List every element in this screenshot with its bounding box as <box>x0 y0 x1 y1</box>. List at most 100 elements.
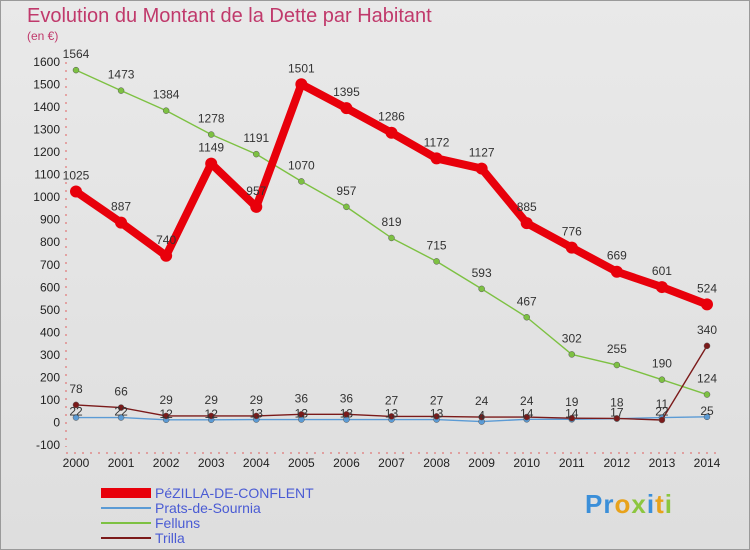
data-label: 13 <box>250 407 264 421</box>
x-tick-label: 2001 <box>108 456 135 470</box>
legend-label: Felluns <box>155 514 201 531</box>
data-label: 14 <box>520 406 534 420</box>
data-point <box>160 249 173 262</box>
y-tick-label: -100 <box>36 438 60 452</box>
data-label: 1172 <box>424 135 450 149</box>
data-label: 302 <box>562 331 582 345</box>
series-layer <box>70 66 713 425</box>
data-point <box>295 78 308 91</box>
x-tick-label: 2007 <box>378 456 405 470</box>
data-label: 467 <box>517 294 537 308</box>
data-point <box>117 87 125 94</box>
data-label: 885 <box>517 200 537 214</box>
data-point <box>610 265 623 278</box>
data-point <box>162 412 170 420</box>
data-point <box>478 285 485 293</box>
data-label: 17 <box>610 406 624 420</box>
y-tick-label: 600 <box>40 280 60 294</box>
legend-item-pezilla[interactable]: PéZILLA-DE-CONFLENT <box>101 484 314 501</box>
data-label: 340 <box>697 323 717 337</box>
data-label: 957 <box>246 184 266 198</box>
logo-letter: x <box>631 489 647 519</box>
data-point <box>430 152 443 165</box>
data-point <box>298 411 305 418</box>
legend-label: PéZILLA-DE-CONFLENT <box>155 484 314 501</box>
data-label: 1395 <box>333 85 360 99</box>
data-label: 1501 <box>288 61 315 75</box>
y-tick-label: 1200 <box>33 145 60 159</box>
data-point <box>207 131 215 138</box>
data-point <box>658 416 666 424</box>
legend-item-prats[interactable]: Prats-de-Sournia <box>101 500 314 516</box>
data-label: 1149 <box>198 141 224 155</box>
logo-letter: t <box>655 489 665 519</box>
data-label: 29 <box>159 393 173 407</box>
data-point <box>253 412 260 420</box>
y-tick-label: 1000 <box>33 190 60 204</box>
data-label: 13 <box>385 407 399 421</box>
data-point <box>568 351 576 358</box>
data-point <box>388 234 395 242</box>
data-label: 27 <box>430 393 444 407</box>
legend-item-trilla[interactable]: Trilla <box>101 529 314 546</box>
x-tick-label: 2010 <box>513 456 540 470</box>
proxiti-logo: Proxiti <box>585 489 673 520</box>
data-point <box>388 413 395 420</box>
y-tick-label: 200 <box>40 370 60 384</box>
data-point <box>72 66 80 74</box>
data-label: 593 <box>472 266 492 280</box>
data-point <box>250 200 263 213</box>
data-label: 124 <box>697 372 717 386</box>
data-labels-layer: 1564147313841278119110709578197155934673… <box>63 47 718 422</box>
data-label: 19 <box>565 395 579 409</box>
chart-unit-label: (en €) <box>27 29 59 43</box>
data-label: 24 <box>520 394 534 408</box>
data-label: 1286 <box>378 110 405 124</box>
data-label: 24 <box>475 394 489 408</box>
legend-item-felluns[interactable]: Felluns <box>101 514 314 531</box>
data-label: 957 <box>336 184 356 198</box>
data-label: 715 <box>427 238 447 252</box>
data-point <box>658 376 666 383</box>
y-tick-label: 500 <box>40 303 60 317</box>
y-tick-label: 800 <box>40 235 60 249</box>
data-point <box>343 203 350 211</box>
data-point <box>433 258 440 265</box>
x-tick-label: 2012 <box>604 456 631 470</box>
y-tick-label: 100 <box>40 393 60 407</box>
data-point <box>478 413 485 421</box>
data-label: 13 <box>295 407 309 421</box>
y-tick-label: 1400 <box>33 100 60 114</box>
data-label: 13 <box>430 407 444 421</box>
logo-letter: i <box>646 489 656 519</box>
data-label: 1127 <box>469 146 495 160</box>
data-point <box>385 126 398 139</box>
data-label: 29 <box>205 393 219 407</box>
data-point <box>568 414 576 422</box>
x-tick-label: 2002 <box>153 456 180 470</box>
data-label: 11 <box>656 397 669 411</box>
data-point <box>655 281 668 294</box>
y-tick-label: 1500 <box>33 78 60 92</box>
data-label: 524 <box>697 281 717 295</box>
logo-letter: o <box>614 489 632 519</box>
y-tick-label: 0 <box>53 415 60 429</box>
data-label: 1564 <box>63 47 90 61</box>
data-label: 1025 <box>63 169 90 183</box>
legend-label: Trilla <box>155 529 185 546</box>
data-point <box>703 342 711 350</box>
data-label: 12 <box>159 407 173 421</box>
legend-swatch <box>101 521 151 524</box>
data-label: 819 <box>381 215 401 229</box>
data-label: 669 <box>607 249 627 263</box>
x-tick-label: 2006 <box>333 456 360 470</box>
legend-swatch <box>101 536 151 539</box>
data-point <box>162 107 170 114</box>
x-tick-label: 2004 <box>243 456 270 470</box>
data-label: 66 <box>114 385 128 399</box>
x-tick-label: 2013 <box>649 456 676 470</box>
logo-letter: i <box>664 489 673 519</box>
x-tick-label: 2008 <box>423 456 450 470</box>
data-label: 22 <box>655 405 669 419</box>
